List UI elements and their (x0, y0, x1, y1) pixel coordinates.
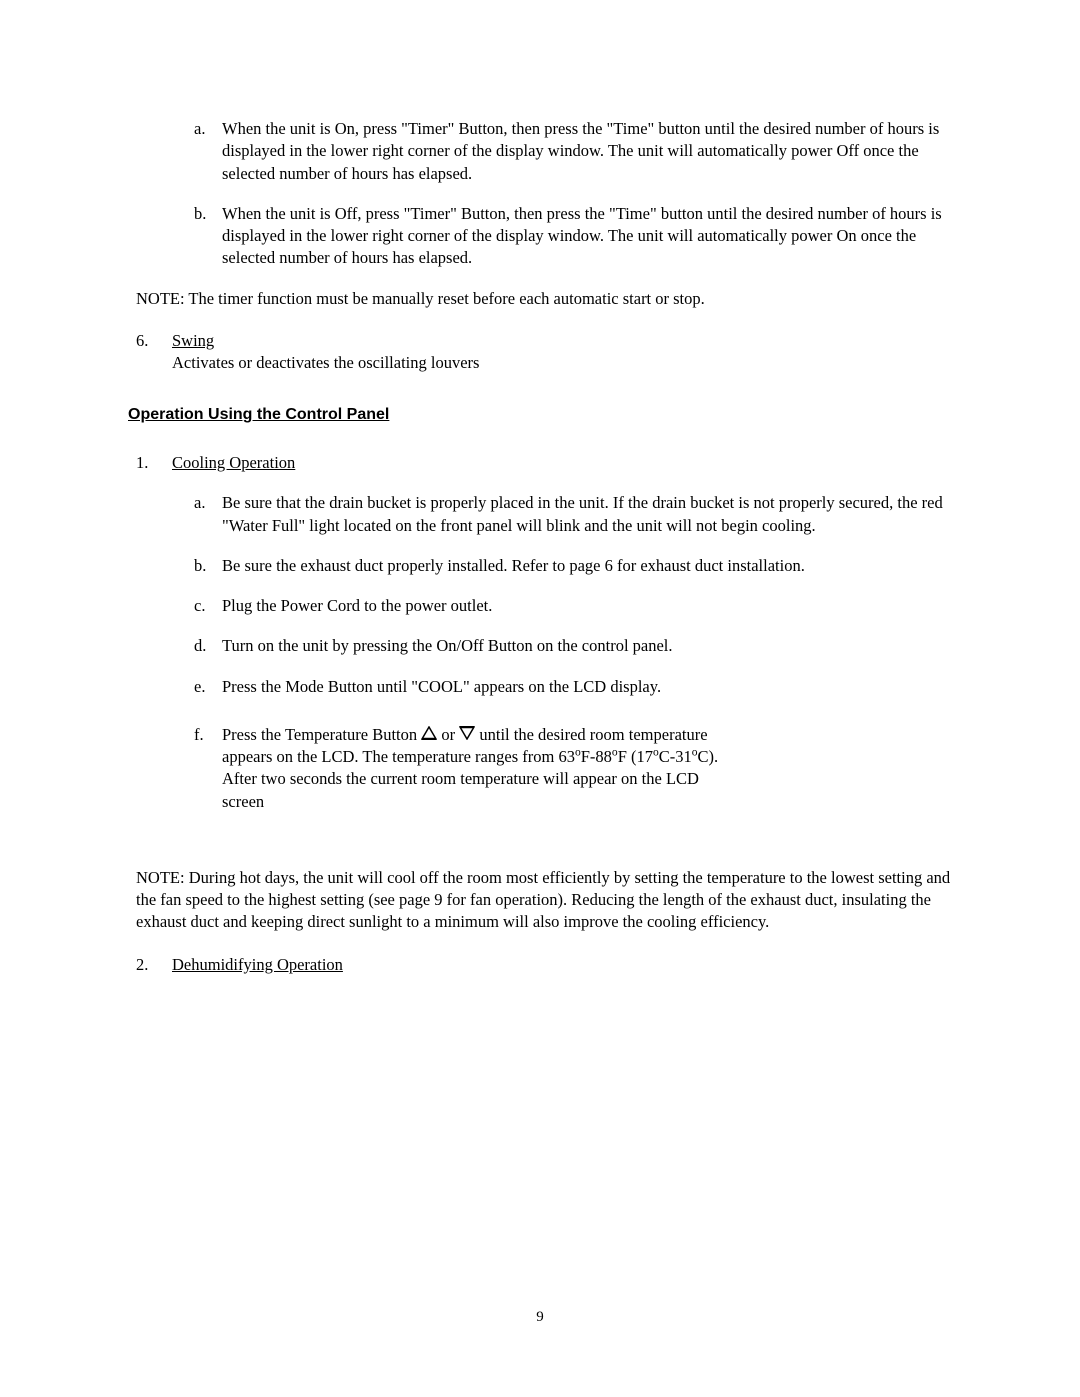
timer-item-b: b. When the unit is Off, press "Timer" B… (194, 203, 952, 270)
list-label: a. (194, 118, 222, 185)
list-label: b. (194, 203, 222, 270)
cooling-b: b. Be sure the exhaust duct properly ins… (194, 555, 952, 577)
swing-desc: Activates or deactivates the oscillating… (172, 353, 479, 372)
list-label: e. (194, 676, 222, 698)
cooling-operation: 1. Cooling Operation (136, 452, 952, 474)
list-label: f. (194, 724, 222, 813)
list-body: Plug the Power Cord to the power outlet. (222, 595, 952, 617)
page-number: 9 (0, 1307, 1080, 1327)
dehumid-title: Dehumidifying Operation (172, 955, 343, 974)
list-label: b. (194, 555, 222, 577)
triangle-down-icon (459, 724, 475, 746)
num-label: 6. (136, 330, 172, 375)
list-body: When the unit is Off, press "Timer" Butt… (222, 203, 952, 270)
cooling-e: e. Press the Mode Button until "COOL" ap… (194, 676, 952, 698)
timer-note: NOTE: The timer function must be manuall… (136, 288, 952, 310)
list-label: c. (194, 595, 222, 617)
cooling-title: Cooling Operation (172, 453, 295, 472)
timer-item-a: a. When the unit is On, press "Timer" Bu… (194, 118, 952, 185)
cooling-sublist: a. Be sure that the drain bucket is prop… (194, 492, 952, 813)
triangle-up-icon (421, 724, 437, 746)
r4: C-31 (659, 747, 692, 766)
cooling-d: d. Turn on the unit by pressing the On/O… (194, 635, 952, 657)
f-mid: or (441, 725, 459, 744)
list-body: When the unit is On, press "Timer" Butto… (222, 118, 952, 185)
item-6: 6. Swing Activates or deactivates the os… (136, 330, 952, 375)
f-pre: Press the Temperature Button (222, 725, 421, 744)
r2: F-88 (581, 747, 612, 766)
swing-title: Swing (172, 331, 214, 350)
timer-sublist: a. When the unit is On, press "Timer" Bu… (194, 118, 952, 270)
r3: F (17 (618, 747, 653, 766)
list-body: Turn on the unit by pressing the On/Off … (222, 635, 952, 657)
num-body: Swing Activates or deactivates the oscil… (172, 330, 952, 375)
num-label: 2. (136, 954, 172, 976)
list-label: d. (194, 635, 222, 657)
cooling-c: c. Plug the Power Cord to the power outl… (194, 595, 952, 617)
r1: 63 (558, 747, 575, 766)
dehumidifying-operation: 2. Dehumidifying Operation (136, 954, 952, 976)
document-page: a. When the unit is On, press "Timer" Bu… (0, 0, 1080, 1397)
list-body: Be sure that the drain bucket is properl… (222, 492, 952, 537)
cooling-a: a. Be sure that the drain bucket is prop… (194, 492, 952, 537)
cooling-note: NOTE: During hot days, the unit will coo… (136, 867, 952, 934)
list-body: Press the Temperature Button or until th… (222, 724, 742, 813)
list-body: Be sure the exhaust duct properly instal… (222, 555, 952, 577)
section-heading: Operation Using the Control Panel (128, 404, 952, 426)
num-label: 1. (136, 452, 172, 474)
list-label: a. (194, 492, 222, 537)
cooling-f: f. Press the Temperature Button or until… (194, 724, 952, 813)
list-body: Press the Mode Button until "COOL" appea… (222, 676, 952, 698)
